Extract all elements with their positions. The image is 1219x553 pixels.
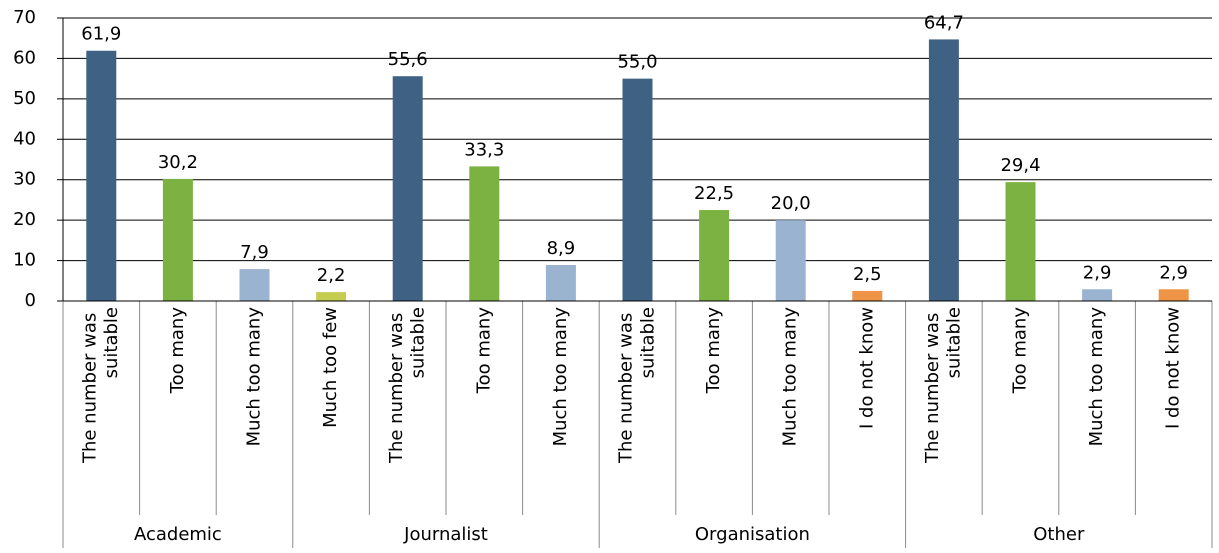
data-label: 55,0 [617, 52, 657, 73]
x-tick-label: Much too many [780, 307, 801, 447]
bar [928, 39, 959, 301]
y-tick-label: 0 [25, 290, 36, 311]
data-label: 8,9 [547, 238, 576, 259]
data-label: 2,2 [317, 265, 346, 286]
data-label: 30,2 [158, 152, 198, 173]
bar [852, 290, 883, 301]
bar [1158, 289, 1189, 301]
bar [162, 178, 193, 301]
y-tick-label: 70 [13, 7, 36, 28]
bar [86, 50, 117, 301]
y-tick-label: 10 [13, 250, 36, 271]
x-tick-label: The number was suitable [616, 307, 659, 464]
x-tick-label: Much too many [244, 307, 265, 447]
bar [469, 166, 500, 301]
x-tick-label: Too many [473, 307, 494, 395]
data-label: 61,9 [81, 24, 121, 45]
x-tick-label: Too many [703, 307, 724, 395]
bar [239, 269, 270, 301]
group-label: Academic [134, 524, 222, 545]
bar [392, 76, 423, 302]
bar [699, 210, 730, 301]
data-label: 2,9 [1159, 262, 1188, 283]
bar [1005, 182, 1036, 301]
x-tick-label: The number was suitable [80, 307, 123, 464]
x-tick-label: Too many [1010, 307, 1031, 395]
data-label: 33,3 [464, 139, 504, 160]
group-label: Other [1033, 524, 1085, 545]
data-label: 2,9 [1083, 262, 1112, 283]
bar [545, 265, 576, 301]
data-label: 29,4 [1000, 155, 1040, 176]
y-tick-label: 60 [13, 47, 36, 68]
data-label: 55,6 [388, 49, 428, 70]
bar [316, 292, 347, 301]
y-tick-label: 50 [13, 88, 36, 109]
x-tick-label: I do not know [1163, 307, 1184, 429]
y-tick-label: 40 [13, 128, 36, 149]
y-tick-label: 20 [13, 209, 36, 230]
y-tick-label: 30 [13, 169, 36, 190]
x-tick-label: Much too many [1086, 307, 1107, 447]
data-label: 20,0 [771, 193, 811, 214]
data-label: 64,7 [924, 12, 964, 33]
x-tick-label: Much too many [550, 307, 571, 447]
x-tick-label: The number was suitable [386, 307, 429, 464]
data-label: 7,9 [240, 242, 269, 263]
x-tick-label: The number was suitable [922, 307, 965, 464]
x-tick-label: Much too few [320, 307, 341, 428]
bar [622, 78, 653, 302]
bar [1082, 289, 1113, 301]
x-tick-label: Too many [167, 307, 188, 395]
data-label: 22,5 [694, 183, 734, 204]
group-label: Journalist [403, 524, 488, 545]
data-label: 2,5 [853, 264, 882, 285]
bar [775, 220, 806, 301]
x-tick-label: I do not know [856, 307, 877, 429]
group-label: Organisation [695, 524, 810, 545]
